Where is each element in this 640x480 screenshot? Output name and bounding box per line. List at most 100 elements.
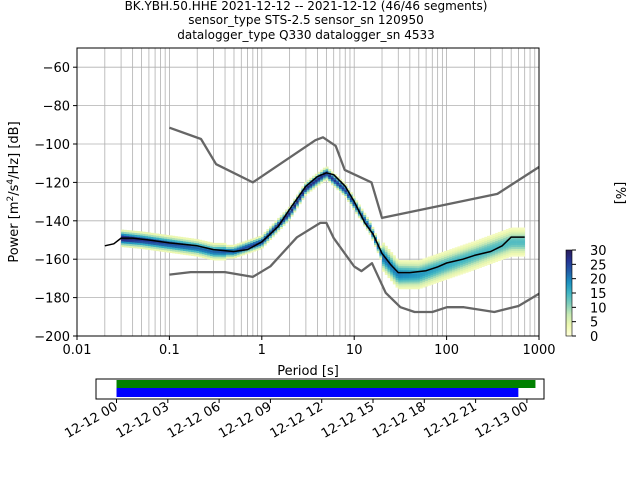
density-cell: [320, 175, 324, 178]
density-cell: [484, 238, 488, 241]
density-cell: [500, 236, 504, 239]
density-cell: [309, 185, 313, 188]
density-cell: [521, 252, 525, 255]
density-cell: [462, 256, 466, 259]
density-cell: [417, 287, 421, 290]
density-cell: [457, 261, 461, 264]
density-cell: [295, 194, 299, 197]
density-cell: [384, 249, 388, 252]
density-cell: [384, 270, 388, 273]
density-cell: [121, 244, 125, 248]
density-cell: [406, 275, 410, 278]
density-cell: [247, 245, 251, 248]
density-cell: [360, 210, 364, 213]
density-cell: [277, 229, 281, 232]
density-cell: [365, 228, 369, 231]
density-cell: [519, 233, 523, 236]
density-cell: [495, 242, 499, 245]
density-cell: [153, 235, 157, 238]
density-cell: [234, 248, 238, 251]
density-cell: [201, 250, 205, 253]
density-cell: [487, 253, 491, 256]
density-cell: [489, 261, 493, 264]
density-cell: [495, 250, 499, 253]
density-cell: [473, 256, 477, 259]
density-cell: [199, 249, 203, 252]
density-cell: [134, 244, 138, 247]
density-cell: [505, 252, 509, 255]
density-cell: [368, 222, 372, 226]
density-cell: [454, 262, 458, 265]
density-cell: [505, 232, 509, 236]
density-cell: [207, 257, 211, 260]
density-cell: [263, 243, 267, 246]
density-cell: [478, 256, 482, 259]
density-cell: [492, 241, 496, 244]
density-cell: [446, 257, 450, 260]
density-cell: [325, 178, 329, 181]
density-cell: [422, 260, 426, 263]
density-cell: [460, 245, 464, 248]
density-cell: [519, 252, 523, 255]
density-cell: [465, 245, 469, 248]
density-cell: [158, 233, 162, 237]
density-cell: [457, 259, 461, 263]
density-cell: [161, 243, 165, 247]
density-cell: [460, 249, 464, 252]
density-cell: [484, 242, 488, 245]
density-cell: [274, 230, 278, 233]
density-cell: [503, 239, 507, 242]
density-cell: [250, 248, 254, 251]
density-cell: [521, 246, 525, 249]
density-cell: [266, 230, 270, 234]
density-cell: [239, 253, 243, 257]
density-cell: [478, 254, 482, 257]
density-cell: [374, 244, 377, 247]
density-cell: [212, 242, 216, 246]
density-cell: [497, 233, 501, 237]
density-cell: [298, 201, 302, 205]
density-cell: [460, 264, 464, 267]
density-cell: [134, 230, 138, 234]
density-cell: [220, 254, 224, 257]
density-cell: [462, 259, 466, 263]
density-cell: [417, 277, 421, 280]
density-cell: [500, 240, 504, 243]
density-cell: [252, 239, 256, 242]
density-cell: [519, 250, 523, 253]
density-cell: [454, 272, 458, 275]
density-cell: [435, 263, 439, 266]
density-cell: [427, 258, 431, 261]
density-cell: [392, 264, 396, 268]
density-cell: [347, 197, 351, 200]
density-cell: [414, 267, 418, 271]
density-cell: [223, 252, 227, 255]
density-cell: [320, 179, 324, 182]
density-cell: [433, 264, 437, 267]
density-cell: [126, 243, 130, 246]
density-cell: [435, 274, 439, 278]
density-cell: [443, 272, 447, 275]
density-cell: [435, 272, 439, 276]
density-cell: [147, 238, 151, 241]
density-cell: [487, 239, 491, 242]
density-cell: [398, 277, 402, 280]
density-cell: [384, 255, 388, 258]
density-cell: [433, 279, 437, 282]
density-cell: [465, 264, 469, 267]
density-cell: [489, 252, 493, 255]
density-cell: [137, 244, 141, 247]
density-cell: [204, 252, 208, 255]
density-cell: [223, 258, 227, 261]
density-cell: [435, 269, 439, 272]
density-cell: [521, 235, 525, 238]
density-cell: [123, 241, 127, 244]
density-cell: [188, 239, 192, 243]
density-cell: [430, 274, 434, 278]
density-cell: [443, 268, 447, 271]
density-cell: [266, 240, 270, 243]
density-cell: [478, 263, 482, 266]
density-cell: [419, 286, 423, 289]
density-cell: [379, 245, 383, 248]
density-cell: [339, 182, 343, 185]
